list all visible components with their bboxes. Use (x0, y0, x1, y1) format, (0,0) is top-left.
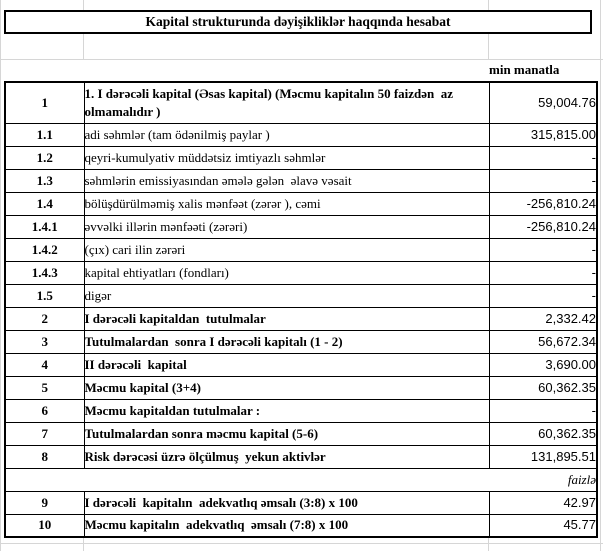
table-row: 4 II dərəcəli kapital 3,690.00 (4, 352, 598, 377)
gridline (0, 543, 603, 544)
table-row: 1.4.1 əvvəlki illərin mənfəəti (zərəri) … (4, 214, 598, 239)
row-value: - (488, 145, 598, 170)
table-row: 7 Tutulmalardan sonra məcmu kapital (5-6… (4, 421, 598, 446)
table-row: 1.4.3 kapital ehtiyatları (fondları) - (4, 260, 598, 285)
row-label: qeyri-kumulyativ müddətsiz imtiyazlı səh… (83, 145, 490, 170)
row-number: 1.3 (4, 168, 85, 193)
row-value: 131,895.51 (488, 444, 598, 469)
row-value: - (488, 168, 598, 193)
table-row: 9 I dərəcəli kapitalın adekvatlıq əmsalı… (4, 490, 598, 515)
row-label: kapital ehtiyatları (fondları) (83, 260, 490, 285)
gridline (0, 0, 1, 551)
row-number: 1 (4, 81, 85, 124)
report-title-box: Kapital strukturunda dəyişikliklər haqqı… (4, 10, 592, 34)
row-value: 3,690.00 (488, 352, 598, 377)
percent-header: faizlə (4, 467, 598, 492)
row-label: Məcmu kapitalın adekvatlıq əmsalı (7:8) … (83, 513, 490, 538)
row-label: Risk dərəcəsi üzrə ölçülmuş yekun aktivl… (83, 444, 490, 469)
report-table: 1 1. I dərəcəli kapital (Əsas kapital) (… (4, 81, 598, 538)
row-number: 6 (4, 398, 85, 423)
row-label: Məcmu kapital (3+4) (83, 375, 490, 400)
table-row: 8 Risk dərəcəsi üzrə ölçülmuş yekun akti… (4, 444, 598, 469)
row-value: 315,815.00 (488, 122, 598, 147)
row-number: 8 (4, 444, 85, 469)
table-row: 1 1. I dərəcəli kapital (Əsas kapital) (… (4, 81, 598, 124)
gridline (0, 59, 603, 60)
row-label: I dərəcəli kapitaldan tutulmalar (83, 306, 490, 331)
row-number: 1.1 (4, 122, 85, 147)
row-label: səhmlərin emissiyasından əmələ gələn əla… (83, 168, 490, 193)
row-value: - (488, 237, 598, 262)
row-value: 59,004.76 (488, 81, 598, 124)
row-label: I dərəcəli kapitalın adekvatlıq əmsalı (… (83, 490, 490, 515)
table-row: 10 Məcmu kapitalın adekvatlıq əmsalı (7:… (4, 513, 598, 538)
row-value: - (488, 398, 598, 423)
table-row: 1.2 qeyri-kumulyativ müddətsiz imtiyazlı… (4, 145, 598, 170)
row-number: 1.2 (4, 145, 85, 170)
row-value: -256,810.24 (488, 214, 598, 239)
row-label: Tutulmalardan sonra məcmu kapital (5-6) (83, 421, 490, 446)
unit-header: min manatla (489, 62, 560, 77)
row-number: 7 (4, 421, 85, 446)
table-row: 5 Məcmu kapital (3+4) 60,362.35 (4, 375, 598, 400)
table-row: 3 Tutulmalardan sonra I dərəcəli kapital… (4, 329, 598, 354)
row-number: 1.4 (4, 191, 85, 216)
row-number: 5 (4, 375, 85, 400)
percent-header-row: faizlə (4, 467, 598, 492)
row-value: 56,672.34 (488, 329, 598, 354)
row-label: (çıx) cari ilin zərəri (83, 237, 490, 262)
row-number: 1.5 (4, 283, 85, 308)
row-label: 1. I dərəcəli kapital (Əsas kapital) (Mə… (83, 81, 490, 124)
row-label: Məcmu kapitaldan tutulmalar : (83, 398, 490, 423)
row-label: II dərəcəli kapital (83, 352, 490, 377)
report-title: Kapital strukturunda dəyişikliklər haqqı… (145, 14, 451, 29)
row-label: adi səhmlər (tam ödənilmiş paylar ) (83, 122, 490, 147)
table-row: 1.1 adi səhmlər (tam ödənilmiş paylar ) … (4, 122, 598, 147)
row-number: 2 (4, 306, 85, 331)
row-value: - (488, 283, 598, 308)
row-number: 1.4.3 (4, 260, 85, 285)
row-value: -256,810.24 (488, 191, 598, 216)
table-row: 1.3 səhmlərin emissiyasından əmələ gələn… (4, 168, 598, 193)
table-row: 1.4 bölüşdürülməmiş xalis mənfəət (zərər… (4, 191, 598, 216)
gridline (600, 0, 601, 551)
row-label: Tutulmalardan sonra I dərəcəli kapitalı … (83, 329, 490, 354)
row-number: 1.4.2 (4, 237, 85, 262)
row-value: 42.97 (488, 490, 598, 515)
row-number: 4 (4, 352, 85, 377)
row-number: 10 (4, 513, 85, 538)
row-label: digər (83, 283, 490, 308)
row-label: bölüşdürülməmiş xalis mənfəət (zərər ), … (83, 191, 490, 216)
table-row: 6 Məcmu kapitaldan tutulmalar : - (4, 398, 598, 423)
table-row: 2 I dərəcəli kapitaldan tutulmalar 2,332… (4, 306, 598, 331)
table-row: 1.4.2 (çıx) cari ilin zərəri - (4, 237, 598, 262)
table-row: 1.5 digər - (4, 283, 598, 308)
row-value: - (488, 260, 598, 285)
row-number: 9 (4, 490, 85, 515)
row-value: 45.77 (488, 513, 598, 538)
report-table-body: 1 1. I dərəcəli kapital (Əsas kapital) (… (4, 81, 598, 538)
row-label: əvvəlki illərin mənfəəti (zərəri) (83, 214, 490, 239)
row-value: 2,332.42 (488, 306, 598, 331)
row-number: 3 (4, 329, 85, 354)
row-number: 1.4.1 (4, 214, 85, 239)
row-value: 60,362.35 (488, 421, 598, 446)
row-value: 60,362.35 (488, 375, 598, 400)
unit-header-row (4, 60, 596, 81)
